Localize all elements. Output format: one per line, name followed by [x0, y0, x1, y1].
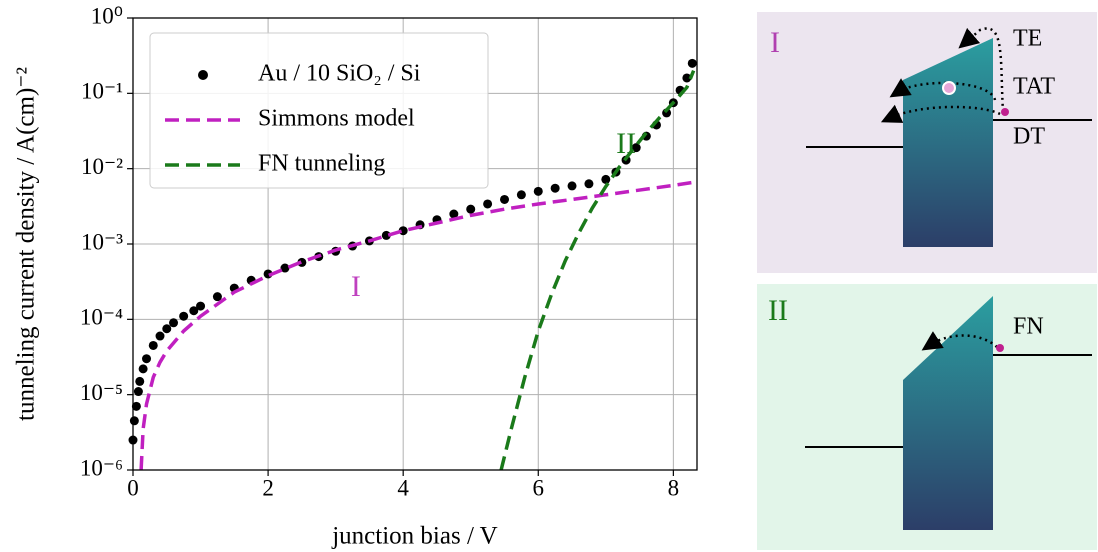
data-point	[601, 174, 611, 184]
x-tick-label: 8	[668, 475, 680, 500]
y-tick-label: 10⁻⁶	[80, 455, 123, 480]
data-point	[155, 331, 165, 341]
data-point	[133, 387, 143, 397]
x-tick-label: 2	[262, 475, 274, 500]
series-layer	[128, 58, 697, 471]
band-diagram-2: II FN	[757, 284, 1097, 550]
data-point	[516, 190, 526, 200]
mechanism-label: TE	[1013, 26, 1042, 52]
data-point	[687, 58, 697, 68]
legend-label: Au / 10 SiO₂ / Si	[258, 61, 421, 87]
data-point	[129, 416, 139, 426]
data-point	[169, 318, 179, 328]
data-point	[212, 292, 222, 302]
data-point	[584, 179, 594, 189]
annotation: I	[351, 270, 361, 303]
y-tick-label: 10⁻²	[81, 154, 123, 179]
data-point	[466, 204, 476, 214]
data-point	[533, 186, 543, 196]
panel-label: II	[768, 294, 788, 327]
data-point	[196, 301, 206, 311]
legend-marker	[198, 70, 208, 80]
legend-box	[149, 32, 489, 189]
data-point	[499, 194, 509, 204]
trap	[942, 81, 956, 95]
data-point	[682, 73, 692, 83]
data-point	[189, 306, 199, 316]
y-axis-label: tunneling current density / A(cm)⁻²	[13, 67, 40, 421]
series-line	[499, 69, 696, 471]
legend-label: Simmons model	[258, 106, 415, 132]
electron	[996, 344, 1004, 352]
te-arrow	[958, 27, 1005, 113]
data-point	[297, 257, 307, 267]
plot-frame	[132, 17, 698, 471]
mechanism-label: DT	[1013, 124, 1045, 150]
annotation: II	[616, 127, 636, 160]
mechanism-label: TAT	[1013, 74, 1055, 100]
data-point	[148, 340, 158, 350]
electron	[1001, 108, 1009, 116]
data-point	[449, 209, 459, 219]
data-point	[142, 354, 152, 364]
y-tick-label: 10⁻¹	[81, 79, 123, 104]
x-tick-label: 6	[533, 475, 545, 500]
x-axis-label: junction bias / V	[331, 523, 498, 550]
barrier	[903, 38, 993, 247]
y-tick-label: 10⁻³	[81, 229, 123, 254]
data-point	[483, 199, 493, 209]
y-tick-label: 10⁻⁵	[80, 380, 123, 405]
data-point	[138, 364, 148, 374]
fn-arrow	[921, 331, 998, 351]
data-point	[631, 143, 641, 153]
data-point	[179, 311, 189, 321]
legend-label: FN tunneling	[258, 151, 385, 177]
band-diagram-1: I TE TAT DT	[757, 12, 1097, 273]
data-point	[567, 181, 577, 191]
data-point	[162, 324, 172, 334]
mechanism-label: FN	[1013, 314, 1044, 340]
x-tick-label: 0	[127, 475, 139, 500]
data-point	[550, 183, 560, 193]
data-point	[131, 401, 141, 411]
y-tick-label: 10⁰	[91, 3, 123, 28]
x-tick-label: 4	[397, 475, 409, 500]
y-tick-label: 10⁻⁴	[80, 305, 123, 330]
data-point	[135, 376, 145, 386]
tat-arrow	[889, 78, 997, 101]
data-point	[381, 230, 391, 240]
data-point	[280, 263, 290, 273]
barrier	[903, 296, 993, 530]
plot: 10⁻⁶ 10⁻⁵ 10⁻⁴ 10⁻³ 10⁻² 10⁻¹ 10⁰ 0 2 4 6 8 junction…	[13, 3, 698, 550]
panel-label: I	[770, 26, 780, 59]
series-line	[139, 180, 697, 471]
